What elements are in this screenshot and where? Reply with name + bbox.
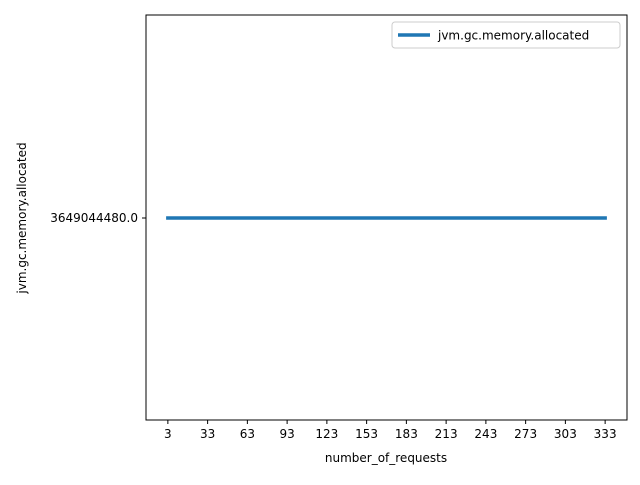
x-tick-label: 3 [164,427,172,441]
x-tick-label: 213 [435,427,458,441]
x-tick-label: 33 [200,427,215,441]
x-tick-label: 63 [240,427,255,441]
legend-label: jvm.gc.memory.allocated [437,29,589,43]
x-tick-label: 123 [315,427,338,441]
legend-box [391,21,621,49]
x-tick-label: 333 [594,427,617,441]
x-tick-label: 303 [554,427,577,441]
x-tick-label: 243 [474,427,497,441]
x-tick-label: 273 [514,427,537,441]
legend: jvm.gc.memory.allocated [391,21,621,49]
y-tick-label: 3649044480.0 [50,211,138,225]
x-tick-label: 183 [395,427,418,441]
x-tick-label: 153 [355,427,378,441]
y-axis-ticks: 3649044480.0 [50,211,146,225]
x-tick-label: 93 [279,427,294,441]
x-axis-ticks: 3 33 63 93 123 153 183 213 243 273 303 333 [164,420,617,441]
x-axis-label: number_of_requests [325,451,447,465]
y-axis-label: jvm.gc.memory.allocated [15,142,29,294]
